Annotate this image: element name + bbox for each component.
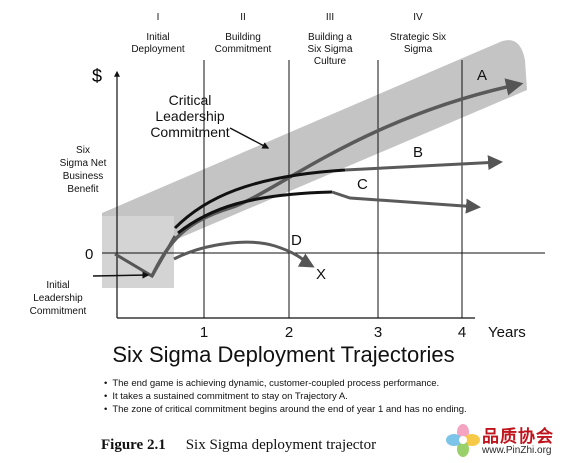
phase-1-numeral: I	[157, 12, 160, 23]
watermark-url: www.PinZhi.org	[482, 445, 552, 456]
bullet-item: The end game is achieving dynamic, custo…	[104, 377, 467, 390]
y-axis-label-line-3: Business	[63, 171, 104, 182]
x-tick-1: 1	[200, 324, 208, 341]
diagram-title: Six Sigma Deployment Trajectories	[112, 342, 455, 367]
critical-commitment-zone	[102, 40, 527, 240]
trajectory-a-curve	[150, 78, 524, 277]
trajectory-c-label: C	[357, 176, 368, 193]
watermark-name: 品质协会	[482, 427, 554, 447]
figure-caption-text: Six Sigma deployment trajector	[185, 437, 377, 453]
phase-2-numeral: II	[240, 12, 246, 23]
trajectory-fail-label: X	[316, 266, 326, 283]
bullet-item: The zone of critical commitment begins a…	[104, 403, 466, 416]
initial-commitment-zone	[102, 216, 174, 288]
phase-4-line-1: Strategic Six	[390, 32, 446, 43]
watermark: 品质协会 www.PinZhi.org	[444, 420, 567, 463]
zero-label: 0	[85, 246, 93, 263]
flower-logo-icon	[446, 424, 480, 457]
phase-3-line-1: Building a	[308, 32, 352, 43]
trajectory-d-label: D	[291, 232, 302, 249]
initial-commitment-line-3: Commitment	[30, 306, 87, 317]
initial-commitment-line-1: Initial	[46, 280, 69, 291]
phase-3-line-2: Six Sigma	[307, 44, 352, 55]
phase-1-line-1: Initial	[146, 32, 169, 43]
trajectory-b-curve	[344, 155, 503, 172]
phase-2-line-2: Commitment	[215, 44, 272, 55]
trajectory-b-label: B	[413, 144, 423, 161]
phase-4-numeral: IV	[413, 12, 423, 23]
x-tick-4: 4	[458, 324, 466, 341]
figure-caption: Figure 2.1 Six Sigma deployment trajector	[101, 437, 376, 454]
trajectory-c-curve	[331, 190, 481, 214]
y-axis-label-line-4: Benefit	[67, 184, 98, 195]
phase-2-line-1: Building	[225, 32, 261, 43]
x-tick-2: 2	[285, 324, 293, 341]
critical-commitment-line-3: Commitment	[150, 124, 229, 140]
x-axis-label: Years	[488, 324, 526, 341]
initial-commitment-line-2: Leadership	[33, 293, 83, 304]
trajectory-b-black	[173, 168, 346, 230]
trajectory-a-label: A	[477, 67, 487, 84]
y-axis-label-line-1: Six	[76, 145, 90, 156]
trajectory-d-curve	[173, 240, 315, 268]
y-axis-label-line-2: Sigma Net	[60, 158, 107, 169]
bullet-list: The end game is achieving dynamic, custo…	[104, 377, 467, 416]
critical-commitment-pointer	[229, 127, 270, 149]
bullet-item: It takes a sustained commitment to stay …	[104, 390, 467, 403]
figure-number: Figure 2.1	[101, 437, 166, 453]
trajectory-c-black	[177, 190, 333, 235]
critical-commitment-line-1: Critical	[169, 92, 212, 108]
phase-3-numeral: III	[326, 12, 334, 23]
initial-commitment-pointer	[92, 271, 150, 279]
y-axis-symbol: $	[92, 66, 102, 86]
critical-commitment-line-2: Leadership	[155, 108, 224, 124]
phase-4-line-2: Sigma	[404, 44, 433, 55]
phase-3-line-3: Culture	[314, 56, 347, 67]
trajectory-diagram: I Initial Deployment II Building Commitm…	[30, 12, 545, 341]
x-tick-3: 3	[374, 324, 382, 341]
phase-1-line-2: Deployment	[131, 44, 185, 55]
